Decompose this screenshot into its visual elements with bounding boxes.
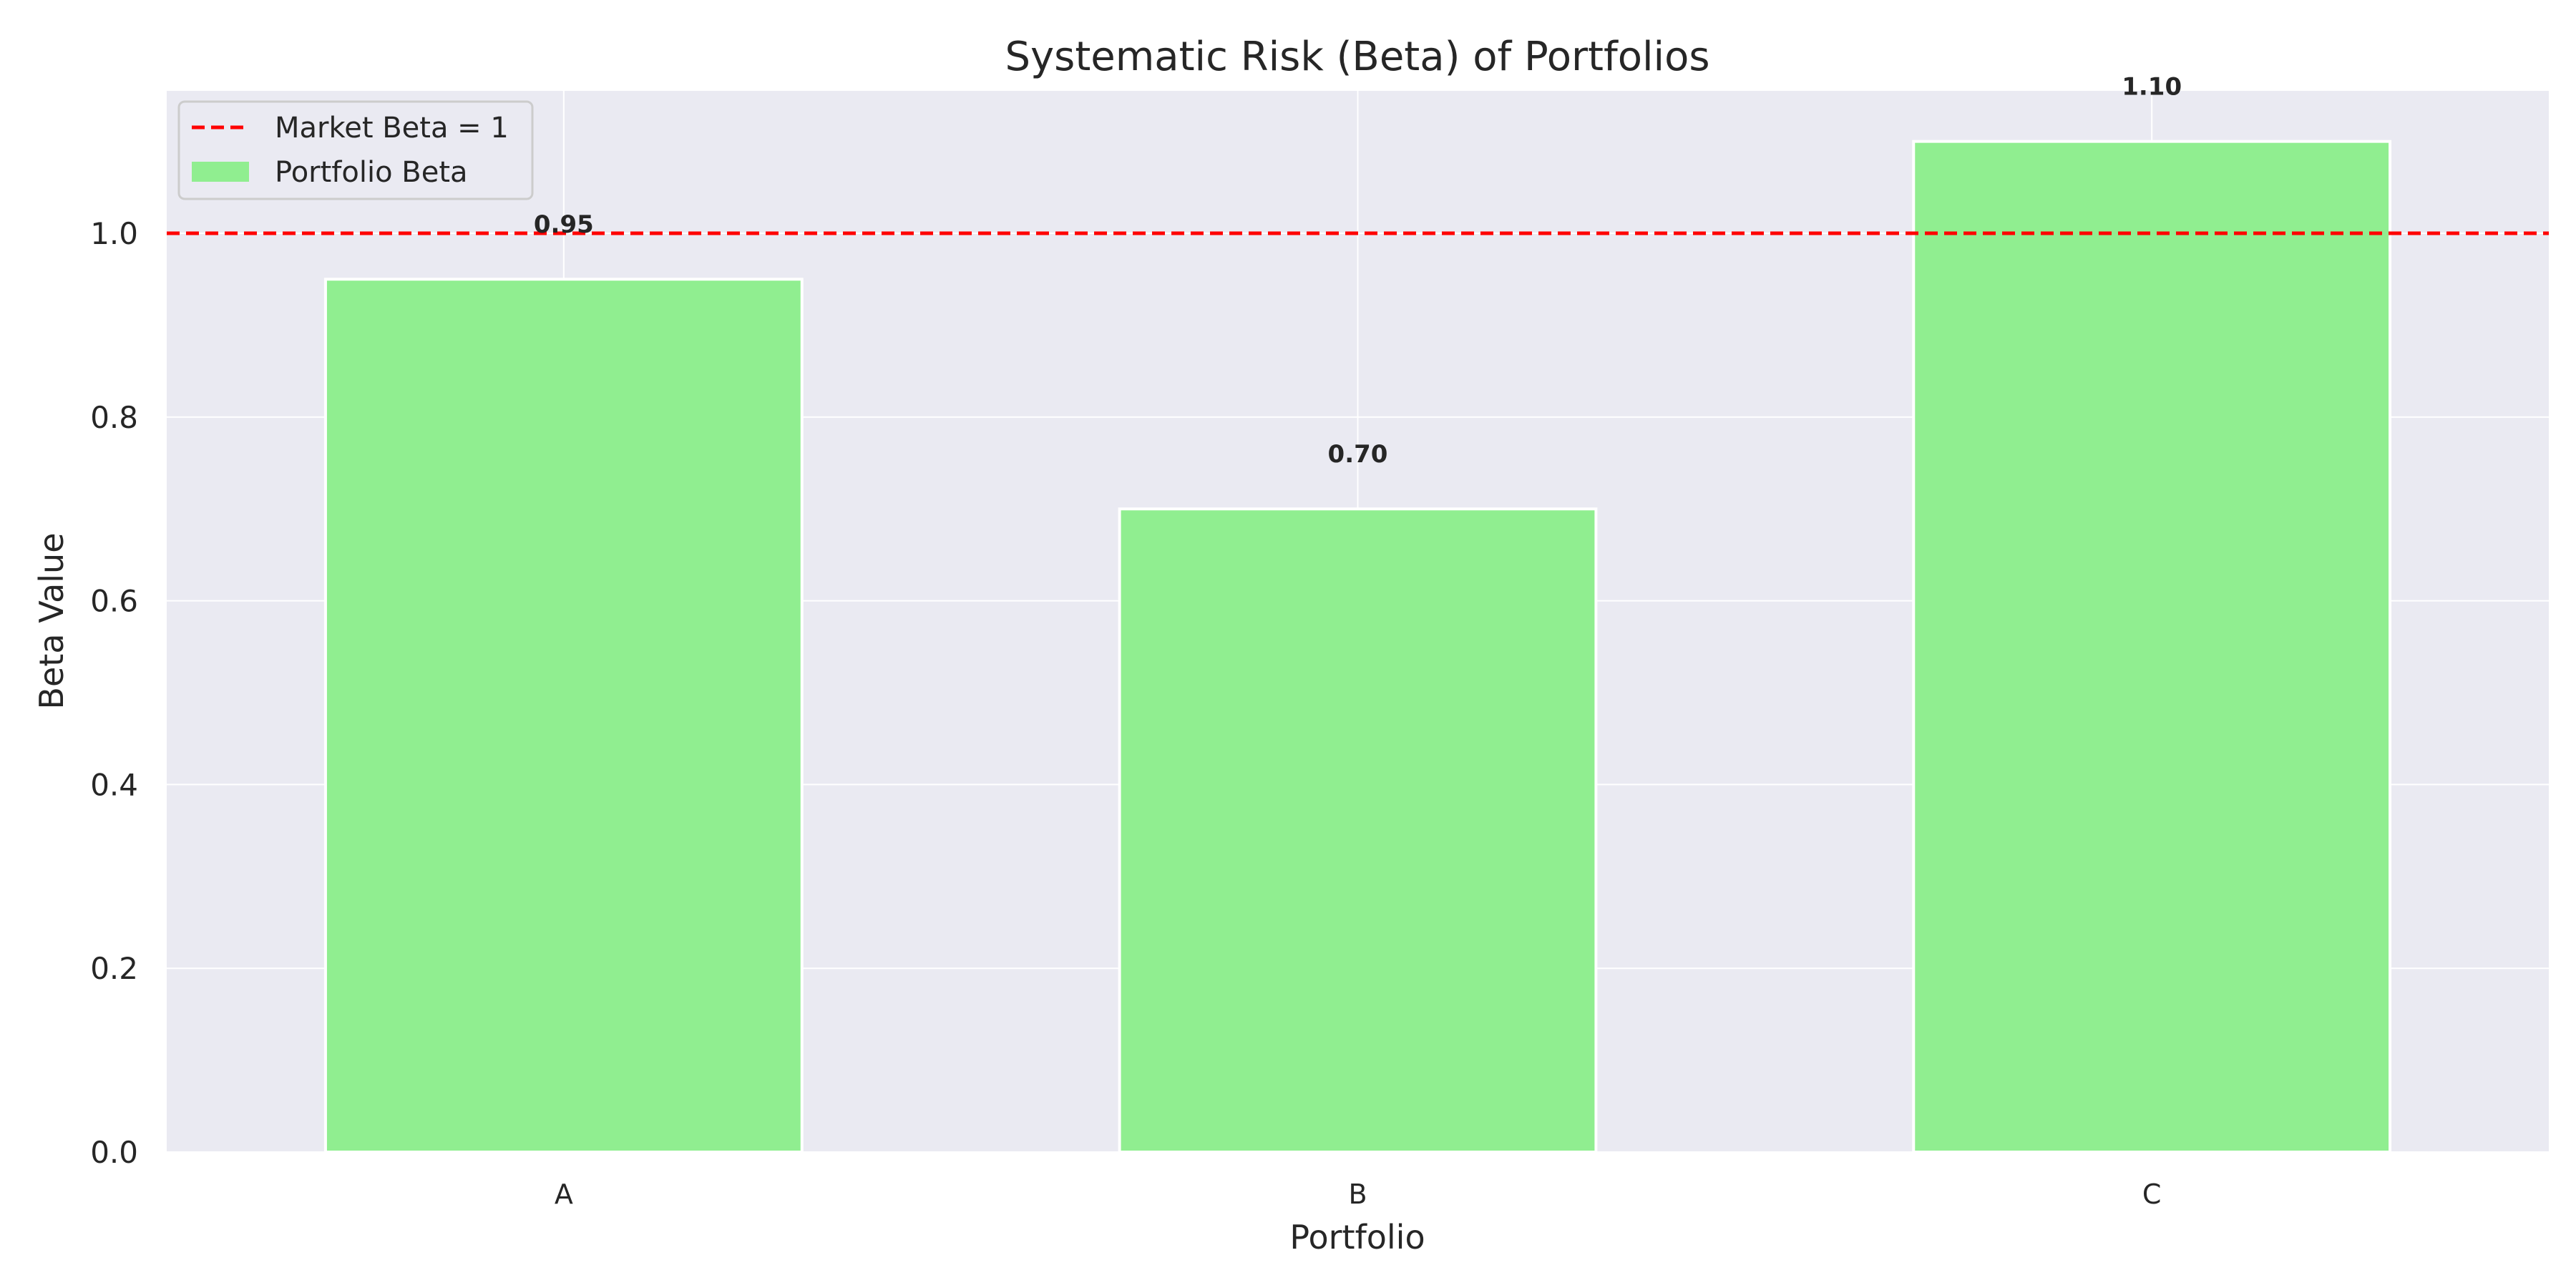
- bar-b: [1118, 507, 1598, 1153]
- legend-box: [177, 100, 534, 200]
- x-tick-label-c: C: [2142, 1179, 2162, 1210]
- chart-title: Systematic Risk (Beta) of Portfolios: [1005, 34, 1709, 80]
- y-axis-label: Beta Value: [32, 532, 71, 709]
- y-tick-label: 1.0: [90, 216, 138, 251]
- data-label-c: 1.10: [2122, 73, 2182, 102]
- y-tick-label: 0.6: [90, 584, 138, 619]
- y-tick-label: 0.2: [90, 951, 138, 986]
- data-labels: 0.95 0.70 1.10: [534, 73, 2182, 469]
- bar-a: [323, 278, 804, 1154]
- legend-bar-swatch: [192, 162, 249, 182]
- legend-bar-label: Portfolio Beta: [275, 156, 468, 189]
- data-label-b: 0.70: [1328, 440, 1388, 469]
- data-label-a: 0.95: [534, 210, 594, 239]
- legend-reference-line-label: Market Beta = 1: [275, 112, 509, 145]
- legend: Market Beta = 1 Portfolio Beta: [177, 100, 534, 200]
- x-tick-labels: A B C: [555, 1179, 2162, 1210]
- y-tick-label: 0.4: [90, 767, 138, 802]
- x-tick-label-b: B: [1348, 1179, 1367, 1210]
- y-tick-label: 0.8: [90, 400, 138, 435]
- bars: [323, 140, 2392, 1154]
- y-tick-label: 0.0: [90, 1135, 138, 1170]
- x-axis-label: Portfolio: [1289, 1218, 1425, 1257]
- y-tick-labels: 0.0 0.2 0.4 0.6 0.8 1.0: [90, 216, 138, 1170]
- x-tick-label-a: A: [555, 1179, 573, 1210]
- bar-c: [1912, 140, 2392, 1154]
